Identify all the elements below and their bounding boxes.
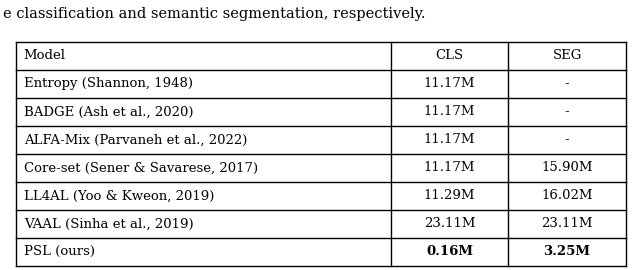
Text: Core-set (Sener & Savarese, 2017): Core-set (Sener & Savarese, 2017) [24, 161, 258, 174]
Text: PSL (ours): PSL (ours) [24, 245, 95, 258]
Text: CLS: CLS [436, 49, 464, 62]
Text: LL4AL (Yoo & Kweon, 2019): LL4AL (Yoo & Kweon, 2019) [24, 190, 214, 202]
Text: BADGE (Ash et al., 2020): BADGE (Ash et al., 2020) [24, 105, 193, 118]
Text: -: - [564, 105, 570, 118]
Text: 11.17M: 11.17M [424, 77, 476, 90]
Text: 23.11M: 23.11M [424, 217, 476, 230]
Text: VAAL (Sinha et al., 2019): VAAL (Sinha et al., 2019) [24, 217, 193, 230]
Text: ALFA-Mix (Parvaneh et al., 2022): ALFA-Mix (Parvaneh et al., 2022) [24, 133, 247, 146]
Text: 11.17M: 11.17M [424, 105, 476, 118]
Text: Entropy (Shannon, 1948): Entropy (Shannon, 1948) [24, 77, 193, 90]
Text: 0.16M: 0.16M [426, 245, 473, 258]
Text: -: - [564, 77, 570, 90]
Text: 11.17M: 11.17M [424, 133, 476, 146]
Text: 11.17M: 11.17M [424, 161, 476, 174]
Text: -: - [564, 133, 570, 146]
Text: 23.11M: 23.11M [541, 217, 593, 230]
Text: 16.02M: 16.02M [541, 190, 593, 202]
Text: 15.90M: 15.90M [541, 161, 593, 174]
Text: 3.25M: 3.25M [543, 245, 591, 258]
Text: SEG: SEG [552, 49, 582, 62]
Text: 11.29M: 11.29M [424, 190, 476, 202]
Text: e classification and semantic segmentation, respectively.: e classification and semantic segmentati… [3, 7, 426, 21]
Text: Model: Model [24, 49, 66, 62]
